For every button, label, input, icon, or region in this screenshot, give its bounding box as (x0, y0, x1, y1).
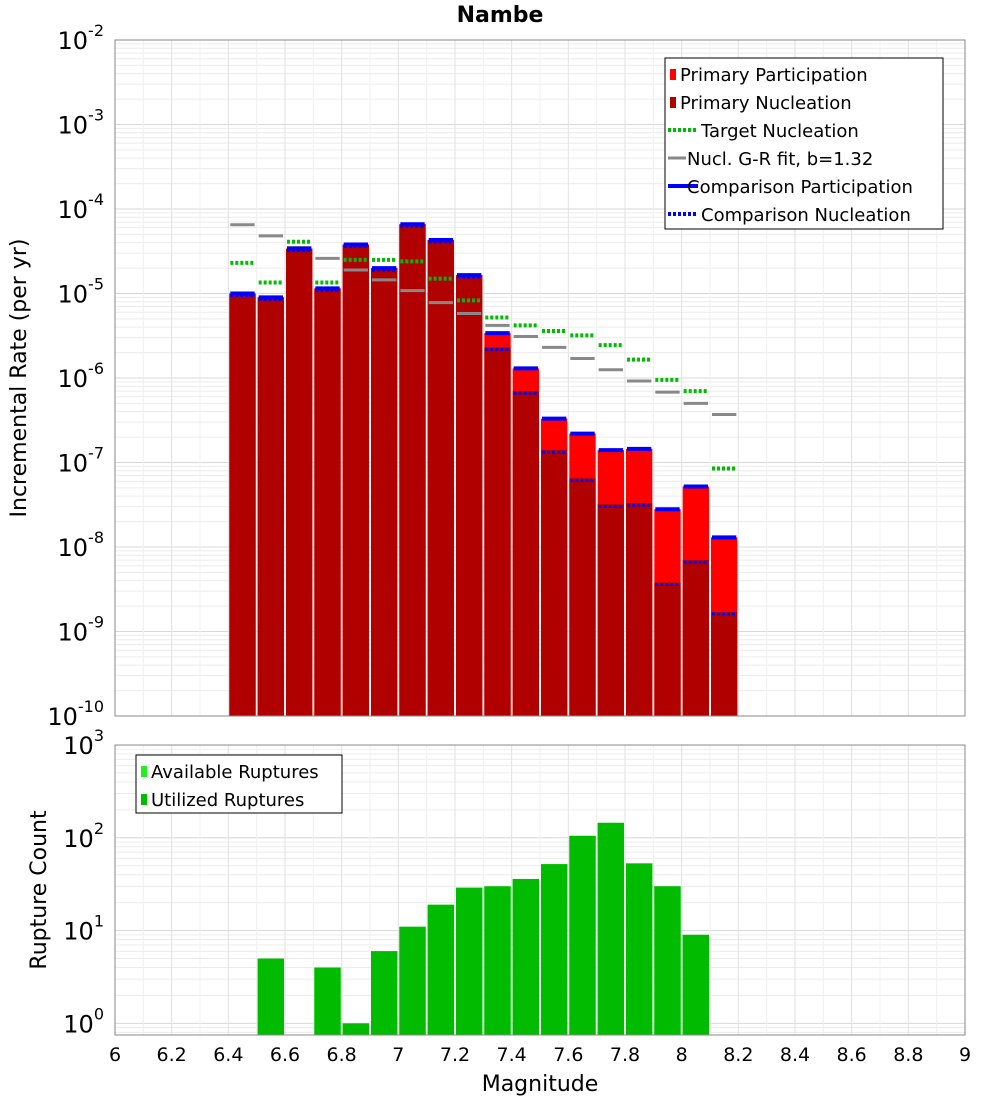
nucleation-bar (654, 582, 681, 716)
utilized-ruptures-bar (569, 835, 596, 1035)
utilized-ruptures-bar (512, 878, 539, 1035)
bottom-legend-swatch (141, 766, 147, 777)
nucleation-bar (512, 391, 539, 716)
utilized-ruptures-bar (342, 1023, 369, 1035)
utilized-ruptures-bar (626, 863, 653, 1035)
x-tick-label: 8.8 (893, 1044, 923, 1066)
x-tick-label: 7.4 (497, 1044, 527, 1066)
utilized-ruptures-bar (682, 934, 709, 1035)
nucleation-bar (229, 293, 256, 716)
x-tick-label: 6.4 (213, 1044, 243, 1066)
x-tick-label: 7.8 (610, 1044, 640, 1066)
x-tick-label: 8.6 (837, 1044, 867, 1066)
top-y-tick-label: 10-2 (58, 21, 105, 55)
top-legend-label: Primary Nucleation (680, 93, 852, 114)
utilized-ruptures-bar (427, 904, 454, 1035)
utilized-ruptures-bar (257, 958, 284, 1035)
nucleation-bar (541, 450, 568, 716)
nucleation-bar (342, 244, 369, 716)
top-y-tick-label: 10-5 (58, 275, 105, 309)
x-tick-label: 9 (959, 1044, 971, 1066)
bottom-y-axis-label: Rupture Count (27, 810, 52, 970)
nucleation-bar (597, 504, 624, 716)
top-y-tick-label: 10-4 (58, 190, 105, 224)
utilized-ruptures-bar (314, 967, 341, 1035)
bottom-y-tick-label: 102 (63, 819, 104, 853)
bottom-legend-swatch (141, 794, 147, 805)
utilized-ruptures-bar (399, 926, 426, 1035)
x-tick-label: 8.4 (780, 1044, 810, 1066)
top-y-tick-label: 10-8 (58, 528, 105, 562)
top-y-tick-label: 10-7 (58, 444, 105, 478)
top-legend-swatch (670, 69, 676, 80)
utilized-ruptures-bar (456, 887, 483, 1035)
top-legend-label: Target Nucleation (700, 121, 859, 142)
x-tick-label: 7.6 (553, 1044, 583, 1066)
utilized-ruptures-bar (541, 864, 568, 1035)
nucleation-bar (427, 239, 454, 716)
top-y-tick-label: 10-3 (58, 106, 105, 140)
top-legend-label: Nucl. G-R fit, b=1.32 (687, 149, 873, 170)
top-plot-border (114, 39, 966, 717)
top-y-tick-label: 10-6 (58, 359, 105, 393)
top-legend-label: Comparison Nucleation (701, 205, 911, 226)
x-tick-label: 6.8 (327, 1044, 357, 1066)
nucleation-bar (286, 248, 313, 716)
bottom-legend-label: Utilized Ruptures (151, 790, 304, 811)
top-legend-label: Primary Participation (680, 65, 868, 86)
x-tick-label: 6.6 (270, 1044, 300, 1066)
utilized-ruptures-bar (654, 886, 681, 1035)
x-tick-label: 8 (676, 1044, 688, 1066)
nucleation-bar (711, 612, 738, 716)
top-legend-label: Comparison Participation (687, 177, 913, 198)
utilized-ruptures-bar (597, 822, 624, 1035)
nucleation-bar (456, 275, 483, 716)
top-y-tick-label: 10-10 (47, 697, 104, 731)
bottom-y-tick-label: 103 (63, 726, 104, 760)
nucleation-bar (314, 288, 341, 716)
nucleation-bar (257, 297, 284, 716)
bottom-plot-border (114, 744, 966, 1036)
nucleation-bar (484, 347, 511, 716)
utilized-ruptures-bar (484, 886, 511, 1035)
x-tick-label: 8.2 (723, 1044, 753, 1066)
nucleation-bar (399, 224, 426, 716)
chart-title: Nambe (457, 3, 544, 28)
bottom-legend-label: Available Ruptures (151, 762, 319, 783)
nucleation-bar (569, 478, 596, 716)
nucleation-bar (682, 560, 709, 716)
bottom-legend-box (135, 754, 343, 814)
x-axis-label: Magnitude (482, 1072, 599, 1097)
utilized-ruptures-bar (371, 951, 398, 1035)
x-tick-label: 6.2 (157, 1044, 187, 1066)
top-legend-swatch (670, 97, 676, 108)
x-tick-label: 7.2 (440, 1044, 470, 1066)
nucleation-bar (626, 503, 653, 716)
bottom-y-tick-label: 101 (63, 912, 104, 946)
top-y-tick-label: 10-9 (58, 613, 105, 647)
bottom-y-tick-label: 100 (63, 1004, 104, 1038)
top-y-axis-label: Incremental Rate (per yr) (7, 239, 32, 518)
x-tick-label: 7 (392, 1044, 404, 1066)
x-tick-label: 6 (109, 1044, 121, 1066)
nucleation-bar (371, 268, 398, 716)
top-legend-box (664, 57, 944, 230)
